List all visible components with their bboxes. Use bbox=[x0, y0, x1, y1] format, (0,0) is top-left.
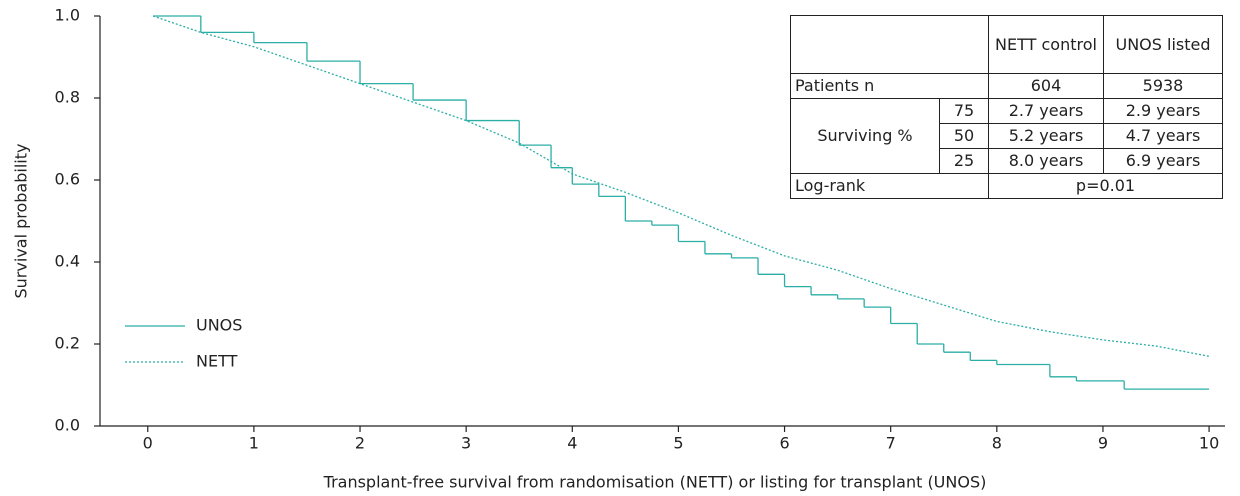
x-tick-label: 3 bbox=[461, 434, 471, 453]
x-tick-label: 7 bbox=[886, 434, 896, 453]
cell: 50 bbox=[939, 123, 989, 149]
y-tick-label: 0.0 bbox=[55, 416, 80, 435]
row-label: Surviving % bbox=[790, 98, 940, 174]
cell: 6.9 years bbox=[1103, 148, 1223, 174]
legend-label: NETT bbox=[196, 352, 238, 371]
x-tick-label: 5 bbox=[673, 434, 683, 453]
y-tick-label: 0.6 bbox=[55, 170, 80, 189]
column-header: NETT control bbox=[988, 15, 1104, 74]
x-tick-label: 1 bbox=[249, 434, 259, 453]
cell: 2.7 years bbox=[988, 98, 1104, 124]
y-tick-label: 0.8 bbox=[55, 88, 80, 107]
cell: 5938 bbox=[1103, 73, 1223, 99]
x-axis-label: Transplant-free survival from randomisat… bbox=[323, 473, 987, 492]
x-tick-label: 8 bbox=[992, 434, 1002, 453]
cell: 5.2 years bbox=[988, 123, 1104, 149]
cell: 2.9 years bbox=[1103, 98, 1223, 124]
cell: 75 bbox=[939, 98, 989, 124]
column-header: UNOS listed bbox=[1103, 15, 1223, 74]
y-axis-label: Survival probability bbox=[12, 144, 31, 299]
x-tick-label: 2 bbox=[355, 434, 365, 453]
y-tick-label: 1.0 bbox=[55, 6, 80, 25]
legend-label: UNOS bbox=[196, 316, 242, 335]
cell: 4.7 years bbox=[1103, 123, 1223, 149]
cell: 25 bbox=[939, 148, 989, 174]
summary-table: NETT control UNOS listed Patients n 604 593… bbox=[790, 15, 1223, 199]
x-tick-label: 4 bbox=[567, 434, 577, 453]
y-tick-label: 0.4 bbox=[55, 252, 80, 271]
cell: 8.0 years bbox=[988, 148, 1104, 174]
x-tick-label: 6 bbox=[779, 434, 789, 453]
x-tick-label: 0 bbox=[143, 434, 153, 453]
cell: 604 bbox=[988, 73, 1104, 99]
row-label: Patients n bbox=[790, 73, 989, 99]
x-tick-label: 9 bbox=[1098, 434, 1108, 453]
row-label: Log-rank bbox=[790, 173, 989, 199]
survival-line bbox=[152, 15, 1210, 357]
y-tick-label: 0.2 bbox=[55, 334, 80, 353]
x-tick-label: 10 bbox=[1199, 434, 1219, 453]
cell: p=0.01 bbox=[988, 173, 1223, 199]
